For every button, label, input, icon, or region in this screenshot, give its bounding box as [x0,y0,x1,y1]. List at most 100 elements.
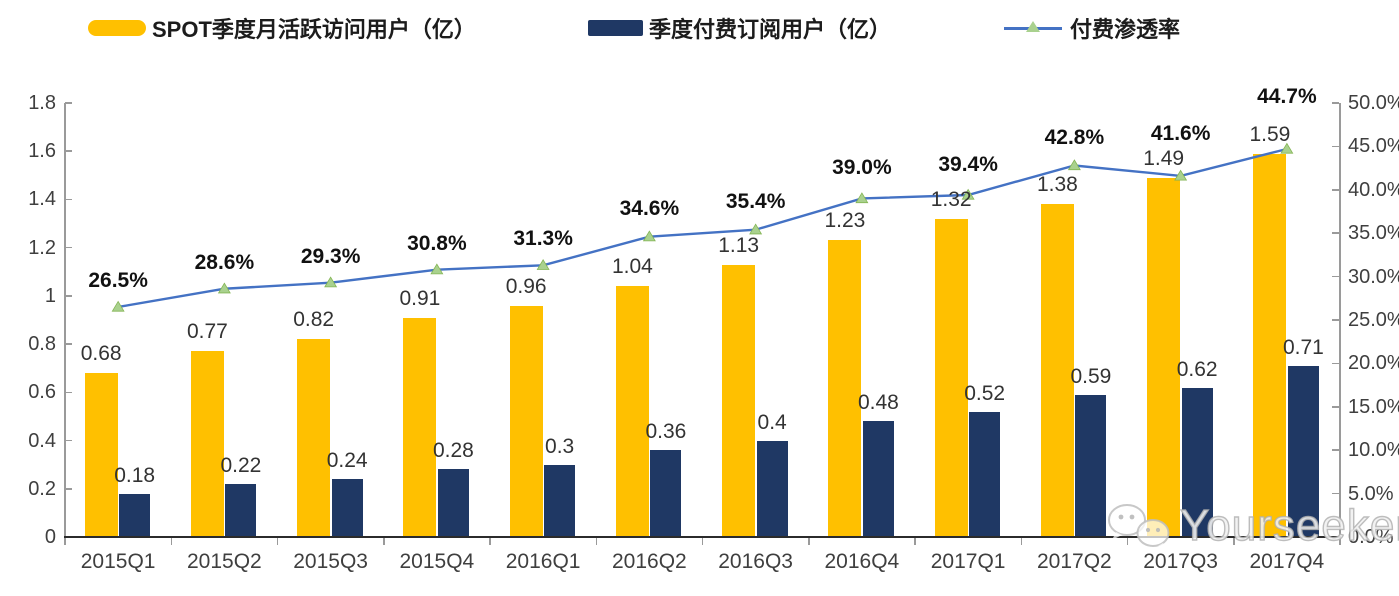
subscribers-value-label: 0.22 [220,453,262,477]
x-axis-category-label: 2015Q3 [293,550,368,573]
bar-subscribers [119,493,151,537]
mau-value-label: 1.59 [1249,122,1291,146]
left-axis-tick-label: 1.6 [28,140,56,163]
bar-subscribers [331,479,363,537]
bar-subscribers [969,411,1001,537]
mau-legend-label: SPOT季度月活跃访问用户（亿） [152,17,476,42]
bar-subscribers [1075,394,1107,537]
x-axis-category-label: 2016Q2 [612,550,687,573]
x-axis-tick [489,538,491,545]
right-axis-tick-label: 25.0% [1348,309,1399,331]
line-marker-triangle-icon [324,276,338,288]
bar-subscribers [756,440,788,537]
right-axis-tick-label: 10.0% [1348,439,1399,462]
left-axis-tick-label: 1.8 [28,92,56,114]
subscribers-legend-swatch [588,20,643,36]
right-axis-tick-label: 50.0% [1348,92,1399,114]
x-axis-category-label: 2016Q4 [824,550,900,573]
bar-mau [1147,177,1181,537]
x-axis-category-label: 2017Q4 [1249,550,1325,573]
subscribers-value-label: 0.4 [757,410,787,434]
left-axis-tick-label: 0.4 [28,429,56,452]
line-marker-triangle-icon [111,300,125,312]
x-axis-category-label: 2017Q1 [930,550,1006,573]
right-axis-tick [1332,492,1339,495]
bar-subscribers [1287,365,1319,537]
penetration-label: 39.0% [832,156,892,180]
left-axis-tick [65,150,72,152]
line-marker-triangle-icon [749,223,763,235]
subscribers-value-label: 0.3 [545,434,575,458]
penetration-label: 35.4% [725,189,786,213]
bar-mau [828,240,862,537]
subscribers-value-label: 0.36 [645,420,687,444]
x-axis-tick [383,538,385,545]
left-axis-tick [65,295,72,297]
bar-subscribers [862,421,894,537]
left-axis-tick [65,198,72,201]
penetration-label: 29.3% [300,244,361,268]
bar-mau [722,264,756,537]
left-axis-tick-label: 0.8 [28,333,56,356]
legend-item-mau: SPOT季度月活跃访问用户（亿） [88,16,476,42]
subscribers-value-label: 0.71 [1282,335,1324,359]
mau-value-label: 0.91 [399,286,441,310]
x-axis-category-label: 2017Q3 [1143,550,1218,573]
bar-mau [1253,153,1287,537]
x-axis-tick [1339,538,1341,545]
penetration-label: 26.5% [88,268,148,292]
left-axis-tick-label: 1.2 [28,236,56,259]
left-axis-line [64,103,66,537]
bar-subscribers [225,483,257,537]
right-axis-tick [1332,232,1339,234]
line-marker-triangle-icon [855,192,869,204]
right-axis-tick [1332,189,1339,191]
penetration-label: 34.6% [619,196,680,220]
bar-mau [403,317,437,537]
x-axis-tick [1126,538,1129,545]
x-axis-category-label: 2015Q4 [399,550,475,573]
left-axis-tick [65,246,72,249]
right-axis-line [1339,103,1341,537]
right-axis-tick-label: 40.0% [1348,178,1399,201]
bar-subscribers [1181,387,1213,537]
left-axis-tick-label: 1.4 [28,188,56,211]
left-axis-tick-label: 0 [44,526,56,548]
subscribers-value-label: 0.52 [964,381,1006,405]
x-axis-tick [595,538,597,545]
mau-value-label: 1.49 [1143,146,1185,170]
line-marker-triangle-icon [1067,159,1081,171]
legend-triangle-icon [1026,21,1040,32]
subscribers-value-label: 0.28 [432,439,474,463]
x-axis-category-label: 2016Q1 [505,550,581,573]
left-axis-tick [65,391,72,394]
bar-mau [934,218,968,537]
mau-value-label: 0.68 [80,342,122,366]
penetration-label: 44.7% [1257,85,1317,108]
right-axis-tick [1332,145,1339,148]
bar-mau [190,351,224,537]
x-axis-category-label: 2015Q1 [80,550,156,573]
left-axis-tick-label: 0.6 [28,381,56,404]
penetration-label: 39.4% [938,153,998,176]
subscribers-value-label: 0.24 [326,449,368,473]
watermark-text: Yourseeker [1179,500,1399,550]
legend-item-penetration: 付费渗透率 [1004,16,1180,42]
x-axis-tick [914,538,916,545]
penetration-line [117,147,1288,309]
wechat-icon [1108,504,1170,550]
left-axis-tick [65,102,72,104]
left-axis-tick-label: 1 [44,284,56,307]
mau-value-label: 0.82 [293,308,335,332]
right-axis-tick [1332,275,1339,278]
right-axis-tick [1332,449,1339,451]
mau-legend-swatch [88,20,146,36]
mau-value-label: 0.96 [505,274,547,298]
mau-value-label: 1.04 [611,255,653,279]
penetration-legend-label: 付费渗透率 [1070,17,1181,42]
x-axis-tick [808,538,810,545]
bar-mau [84,373,118,537]
x-axis-tick [170,538,172,545]
x-axis-tick [1233,538,1235,545]
bar-mau [615,286,649,537]
